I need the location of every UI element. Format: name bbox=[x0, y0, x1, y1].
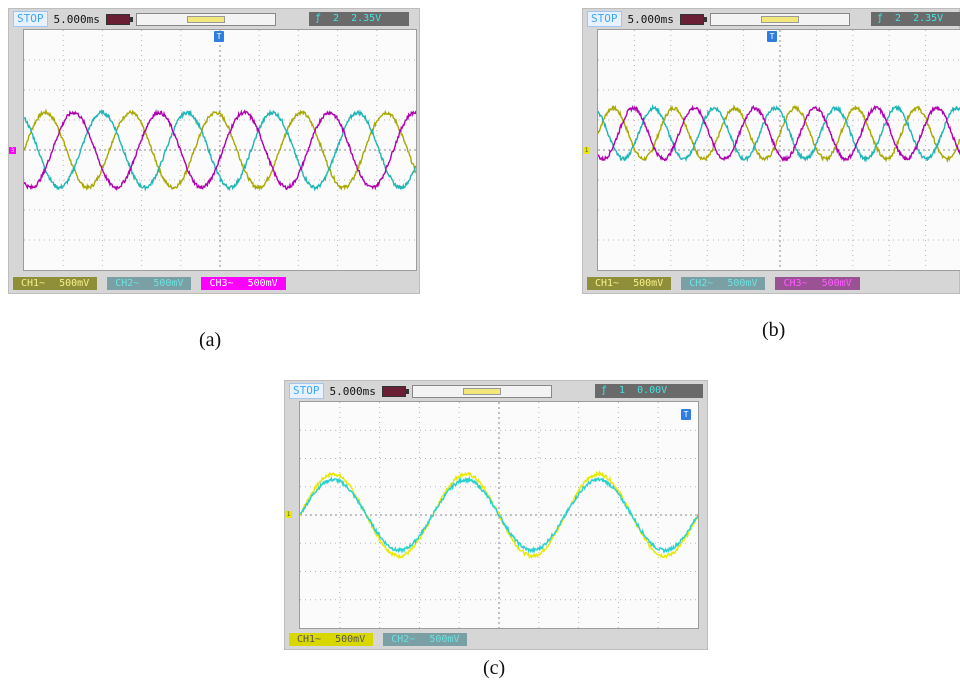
ch2-waveform bbox=[598, 103, 960, 163]
waveform-display bbox=[598, 30, 960, 270]
trigger-source: 1 bbox=[619, 385, 626, 396]
timeline-icon bbox=[709, 12, 850, 26]
ch2-label: CH2~ 500mV bbox=[681, 277, 766, 290]
battery-icon bbox=[105, 13, 133, 25]
timebase-readout: 5.000ms bbox=[53, 12, 100, 26]
ch2-waveform bbox=[300, 475, 698, 554]
run-status: STOP bbox=[13, 11, 48, 27]
scope-screen bbox=[597, 29, 960, 271]
ch3-waveform bbox=[598, 104, 960, 163]
caption-b: (b) bbox=[762, 319, 786, 341]
trigger-readout: ƒ 1 0.00V bbox=[595, 384, 703, 398]
caption-a: (a) bbox=[199, 329, 222, 351]
channel-ground-marker: 1 bbox=[583, 147, 590, 154]
trigger-level: 2.35V bbox=[351, 13, 382, 24]
trigger-source: 2 bbox=[333, 13, 340, 24]
oscilloscope-panel-c: STOP 5.000ms ƒ 1 0.00V T 1 CH1~ 500mV CH… bbox=[284, 380, 708, 650]
scope-topbar: STOP 5.000ms bbox=[285, 381, 707, 401]
edge-icon: ƒ bbox=[601, 385, 608, 396]
ch2-label: CH2~ 500mV bbox=[107, 277, 192, 290]
run-status: STOP bbox=[289, 383, 324, 399]
channel-legend: CH1~ 500mV CH2~ 500mV CH3~ 500mV bbox=[587, 277, 860, 290]
trigger-position-marker: T bbox=[681, 409, 691, 420]
trigger-source: 2 bbox=[895, 13, 902, 24]
timebase-readout: 5.000ms bbox=[329, 384, 376, 398]
scope-topbar: STOP 5.000ms bbox=[9, 9, 419, 29]
channel-legend: CH1~ 500mV CH2~ 500mV CH3~ 500mV bbox=[13, 277, 286, 290]
edge-icon: ƒ bbox=[315, 13, 322, 24]
trigger-level: 2.35V bbox=[913, 13, 944, 24]
timebase-readout: 5.000ms bbox=[627, 12, 674, 26]
ch3-label: CH3~ 500mV bbox=[775, 277, 860, 290]
ch1-waveform bbox=[598, 104, 960, 164]
scope-screen bbox=[299, 401, 699, 629]
trigger-position-marker: T bbox=[767, 31, 777, 42]
ch1-waveform bbox=[24, 108, 416, 192]
scope-screen bbox=[23, 29, 417, 271]
waveform-display bbox=[300, 402, 698, 628]
battery-icon bbox=[381, 385, 409, 397]
run-status: STOP bbox=[587, 11, 622, 27]
ch3-waveform bbox=[24, 109, 416, 192]
channel-ground-marker: 3 bbox=[9, 147, 16, 154]
channel-legend: CH1~ 500mV CH2~ 500mV bbox=[289, 633, 468, 646]
timeline-icon bbox=[135, 12, 276, 26]
oscilloscope-panel-b: STOP 5.000ms ƒ 2 2.35V T 1 CH1~ 500mV CH… bbox=[582, 8, 960, 294]
ch1-label: CH1~ 500mV bbox=[289, 633, 374, 646]
trigger-readout: ƒ 2 2.35V bbox=[871, 12, 960, 26]
waveform-display bbox=[24, 30, 416, 270]
trigger-readout: ƒ 2 2.35V bbox=[309, 12, 409, 26]
edge-icon: ƒ bbox=[877, 13, 884, 24]
ch1-label: CH1~ 500mV bbox=[13, 277, 98, 290]
ch2-label: CH2~ 500mV bbox=[383, 633, 468, 646]
scope-topbar: STOP 5.000ms bbox=[583, 9, 959, 29]
caption-c: (c) bbox=[483, 657, 506, 679]
timeline-icon bbox=[411, 384, 552, 398]
oscilloscope-panel-a: STOP 5.000ms ƒ 2 2.35V T 3 CH1~ 500mV CH… bbox=[8, 8, 420, 294]
battery-icon bbox=[679, 13, 707, 25]
trigger-position-marker: T bbox=[214, 31, 224, 42]
ch2-waveform bbox=[24, 109, 416, 192]
channel-ground-marker: 1 bbox=[285, 511, 292, 518]
ch3-label: CH3~ 500mV bbox=[201, 277, 286, 290]
ch1-label: CH1~ 500mV bbox=[587, 277, 672, 290]
trigger-level: 0.00V bbox=[637, 385, 668, 396]
